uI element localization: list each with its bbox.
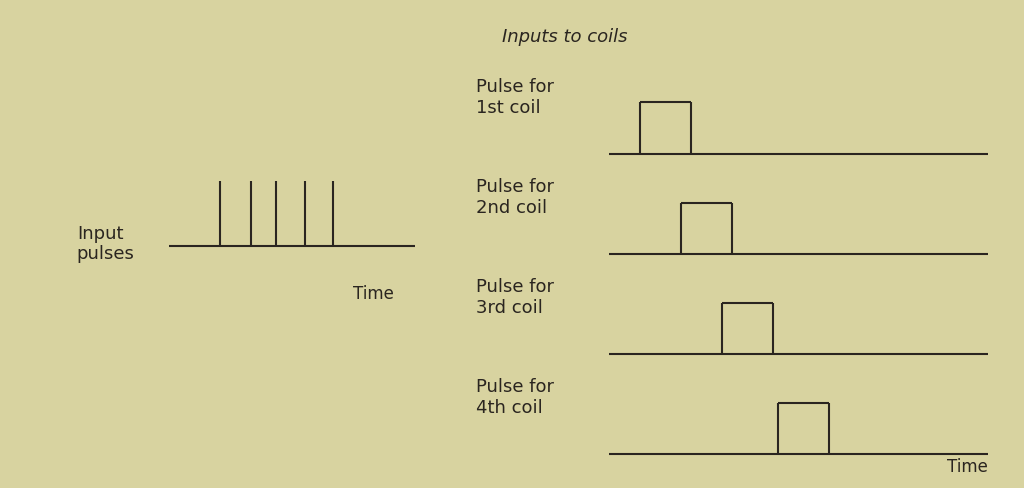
Text: Inputs to coils: Inputs to coils	[502, 28, 628, 45]
Text: Pulse for
3rd coil: Pulse for 3rd coil	[476, 278, 554, 317]
Text: Time: Time	[947, 458, 988, 476]
Text: Input
pulses: Input pulses	[77, 224, 135, 264]
Text: Pulse for
2nd coil: Pulse for 2nd coil	[476, 178, 554, 217]
Text: Pulse for
4th coil: Pulse for 4th coil	[476, 378, 554, 417]
Text: Time: Time	[353, 285, 394, 304]
Text: Pulse for
1st coil: Pulse for 1st coil	[476, 78, 554, 117]
